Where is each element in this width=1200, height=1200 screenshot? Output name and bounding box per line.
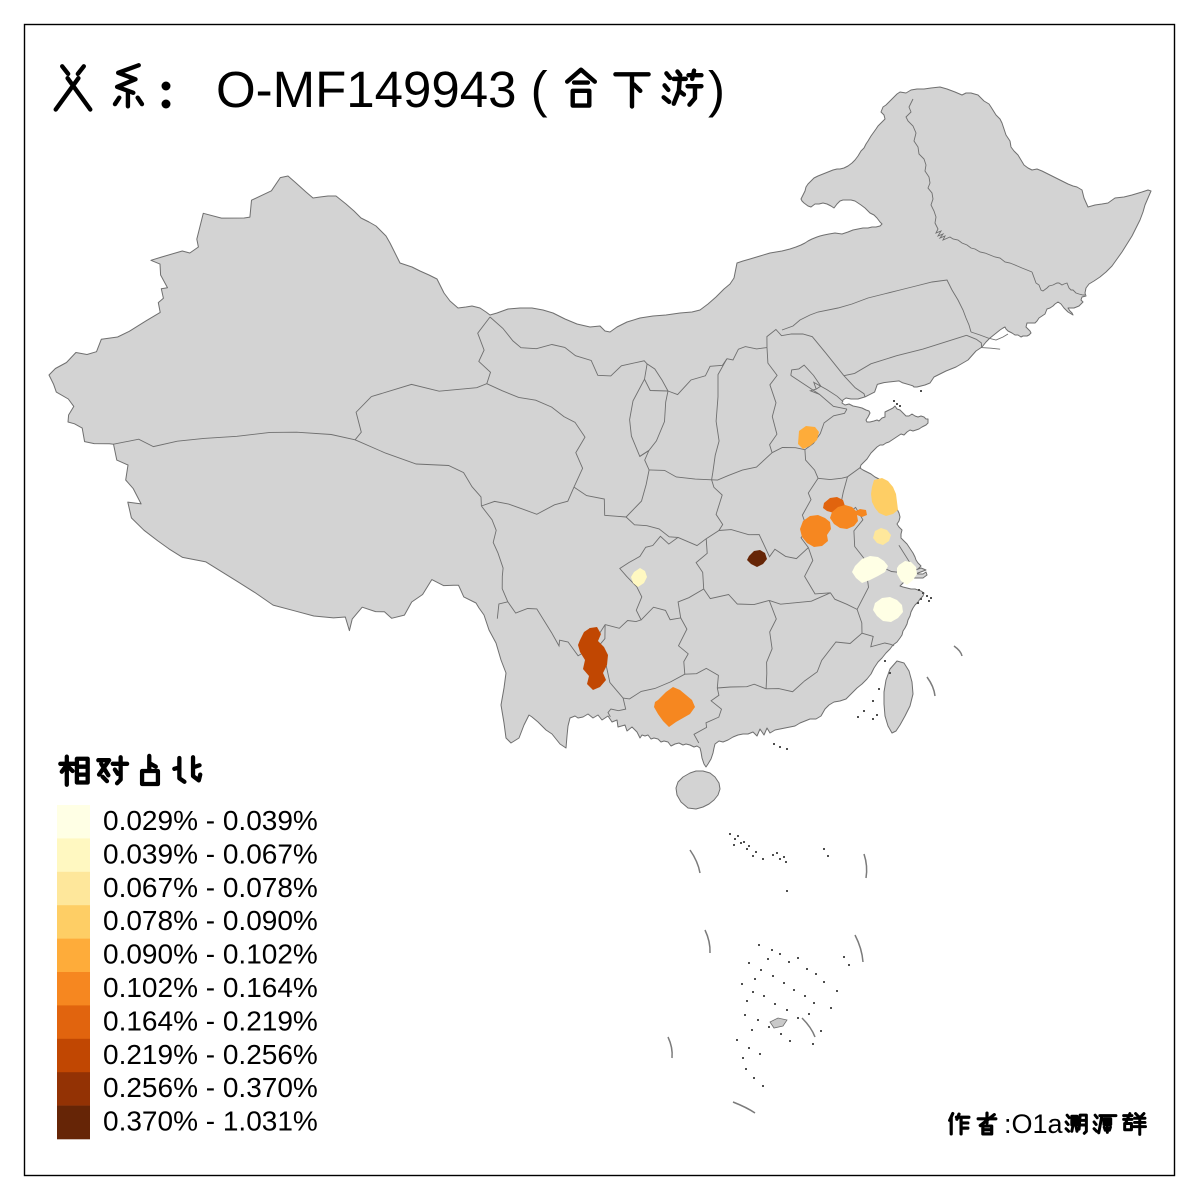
- svg-text:0.078% - 0.090%: 0.078% - 0.090%: [103, 905, 318, 936]
- svg-text:0.102% - 0.164%: 0.102% - 0.164%: [103, 972, 318, 1003]
- svg-text:0.219% - 0.256%: 0.219% - 0.256%: [103, 1039, 318, 1070]
- svg-text:): ): [708, 61, 725, 118]
- svg-text:O-MF149943 (: O-MF149943 (: [216, 61, 548, 118]
- svg-text:0.039% - 0.067%: 0.039% - 0.067%: [103, 838, 318, 869]
- svg-text:0.164% - 0.219%: 0.164% - 0.219%: [103, 1005, 318, 1036]
- svg-text:0.067% - 0.078%: 0.067% - 0.078%: [103, 872, 318, 903]
- svg-text::O1a: :O1a: [1004, 1109, 1064, 1139]
- svg-text:0.370% - 1.031%: 0.370% - 1.031%: [103, 1106, 318, 1137]
- svg-text:0.029% - 0.039%: 0.029% - 0.039%: [103, 805, 318, 836]
- svg-text:0.090% - 0.102%: 0.090% - 0.102%: [103, 939, 318, 970]
- svg-text:0.256% - 0.370%: 0.256% - 0.370%: [103, 1072, 318, 1103]
